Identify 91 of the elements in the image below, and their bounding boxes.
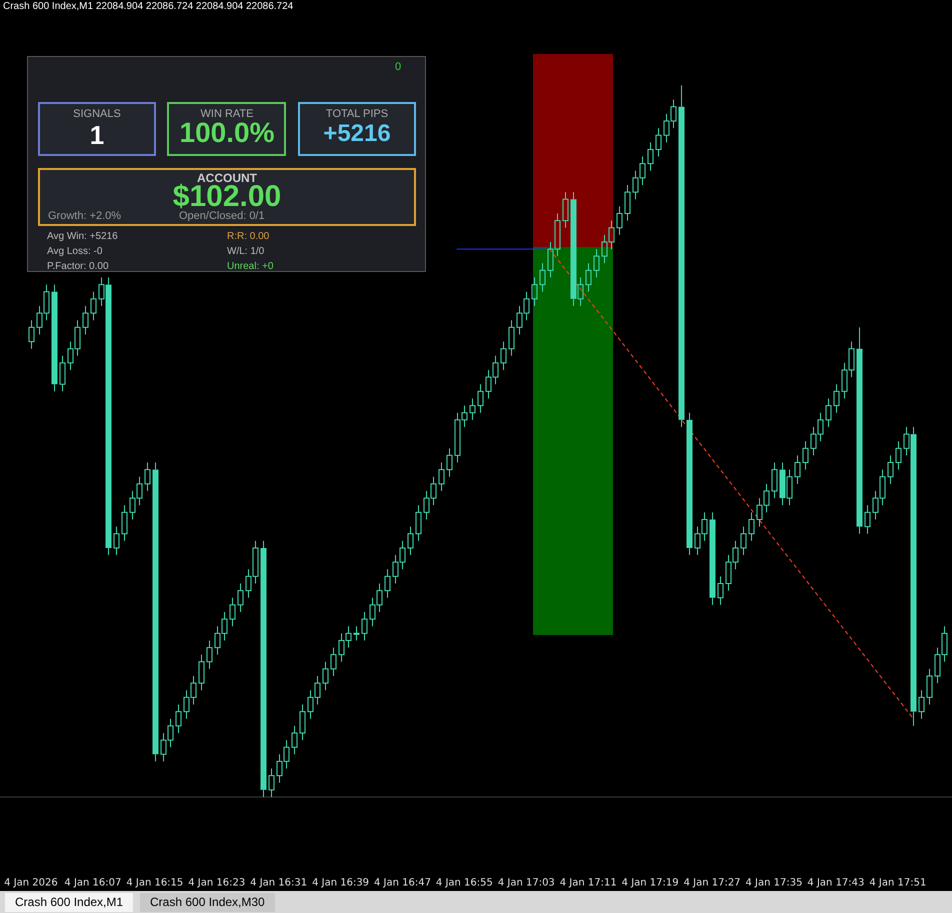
candlestick bbox=[300, 704, 306, 741]
candlestick bbox=[144, 462, 150, 492]
annotation: +5216 bbox=[323, 120, 391, 148]
candlestick bbox=[888, 454, 894, 484]
candlestick bbox=[772, 462, 778, 499]
annotation: Avg Win: +5216 bbox=[47, 231, 118, 242]
candlestick bbox=[686, 412, 692, 556]
annotation: P.Factor: 0.00 bbox=[47, 261, 109, 272]
candlestick bbox=[594, 248, 600, 278]
candlestick bbox=[354, 626, 360, 641]
x-tick-label: 4 Jan 17:03 bbox=[498, 878, 555, 889]
candlestick bbox=[114, 526, 120, 556]
candlestick bbox=[926, 668, 932, 705]
candlestick bbox=[918, 690, 924, 720]
annotation: Avg Loss: -0 bbox=[47, 246, 102, 257]
annotation: Open/Closed: 0/1 bbox=[179, 210, 265, 222]
candlestick bbox=[230, 597, 236, 627]
candlestick bbox=[710, 512, 716, 606]
annotation: Unreal: +0 bbox=[227, 261, 274, 272]
x-tick-label: 4 Jan 17:43 bbox=[807, 878, 864, 889]
annotation: SIGNALS bbox=[73, 108, 121, 120]
candlestick bbox=[856, 326, 862, 534]
candlestick bbox=[176, 704, 182, 734]
text: Crash 600 Index,M1 bbox=[5, 893, 134, 912]
annotation: Growth: +2.0% bbox=[48, 210, 122, 222]
candlestick bbox=[122, 504, 128, 542]
x-tick-label: 4 Jan 17:51 bbox=[869, 878, 926, 889]
candlestick bbox=[648, 142, 654, 172]
candlestick bbox=[52, 284, 58, 392]
candlestick bbox=[152, 462, 158, 762]
candlestick bbox=[82, 305, 88, 335]
candlestick bbox=[438, 462, 444, 492]
x-tick-label: 4 Jan 2026 bbox=[4, 878, 58, 889]
chart-title: Crash 600 Index,M1 22084.904 22086.724 22084.904 22086.724 bbox=[3, 1, 294, 12]
annotation: W/L: 1/0 bbox=[227, 246, 264, 257]
candlestick bbox=[616, 206, 622, 236]
candlestick bbox=[260, 540, 266, 798]
text: Crash 600 Index,M30 bbox=[140, 893, 275, 912]
candlestick bbox=[470, 398, 476, 420]
x-tick-label: 4 Jan 16:15 bbox=[126, 878, 184, 889]
candlestick bbox=[90, 291, 96, 321]
x-tick-label: 4 Jan 17:27 bbox=[684, 878, 741, 889]
candlestick bbox=[362, 611, 368, 641]
x-tick-label: 4 Jan 16:31 bbox=[250, 878, 308, 889]
x-tick-label: 4 Jan 16:47 bbox=[374, 878, 431, 889]
x-tick-label: 4 Jan 17:11 bbox=[560, 878, 617, 889]
annotation: TOTAL PIPS bbox=[326, 108, 388, 120]
candlestick bbox=[586, 262, 592, 292]
candlestick bbox=[562, 192, 568, 228]
candlestick bbox=[864, 504, 870, 534]
candlestick bbox=[826, 398, 832, 428]
candlestick bbox=[802, 440, 808, 470]
candlestick bbox=[198, 654, 204, 691]
text: 0 bbox=[394, 61, 402, 73]
candlestick bbox=[322, 661, 328, 691]
candlestick bbox=[478, 384, 484, 414]
candlestick bbox=[834, 384, 840, 414]
annotation: 1 bbox=[90, 120, 104, 151]
candlestick bbox=[678, 84, 684, 428]
x-tick-label: 4 Jan 16:39 bbox=[312, 878, 370, 889]
candlestick bbox=[540, 262, 546, 292]
x-tick-label: 4 Jan 17:35 bbox=[746, 878, 802, 889]
candlestick bbox=[330, 647, 336, 677]
candlestick bbox=[794, 454, 800, 484]
candlestick bbox=[896, 440, 902, 470]
candlestick bbox=[206, 640, 212, 670]
candlestick bbox=[748, 512, 754, 542]
annotation: ACCOUNT bbox=[197, 171, 257, 185]
candlestick bbox=[508, 320, 514, 356]
candlestick bbox=[656, 128, 662, 158]
candlestick bbox=[268, 768, 274, 798]
annotation: WIN RATE bbox=[200, 108, 254, 120]
candlestick bbox=[238, 583, 244, 612]
candlestick bbox=[292, 725, 298, 755]
annotation: 100.0% bbox=[180, 117, 274, 149]
x-tick-label: 4 Jan 16:07 bbox=[64, 878, 122, 889]
candlestick bbox=[384, 568, 390, 598]
candlestick bbox=[624, 184, 630, 222]
candlestick bbox=[718, 576, 724, 606]
candlestick bbox=[60, 355, 66, 392]
candlestick bbox=[446, 448, 452, 478]
candlestick bbox=[408, 526, 414, 556]
x-tick-label: 4 Jan 16:23 bbox=[188, 878, 246, 889]
x-tick-label: 4 Jan 17:19 bbox=[622, 878, 679, 889]
candlestick bbox=[416, 504, 422, 542]
candlestick bbox=[500, 341, 506, 371]
x-tick-label: 4 Jan 16:55 bbox=[436, 878, 493, 889]
annotation: R:R: 0.00 bbox=[227, 231, 270, 242]
candlestick bbox=[740, 526, 746, 556]
candlestick bbox=[532, 277, 538, 306]
candlestick bbox=[28, 320, 34, 350]
